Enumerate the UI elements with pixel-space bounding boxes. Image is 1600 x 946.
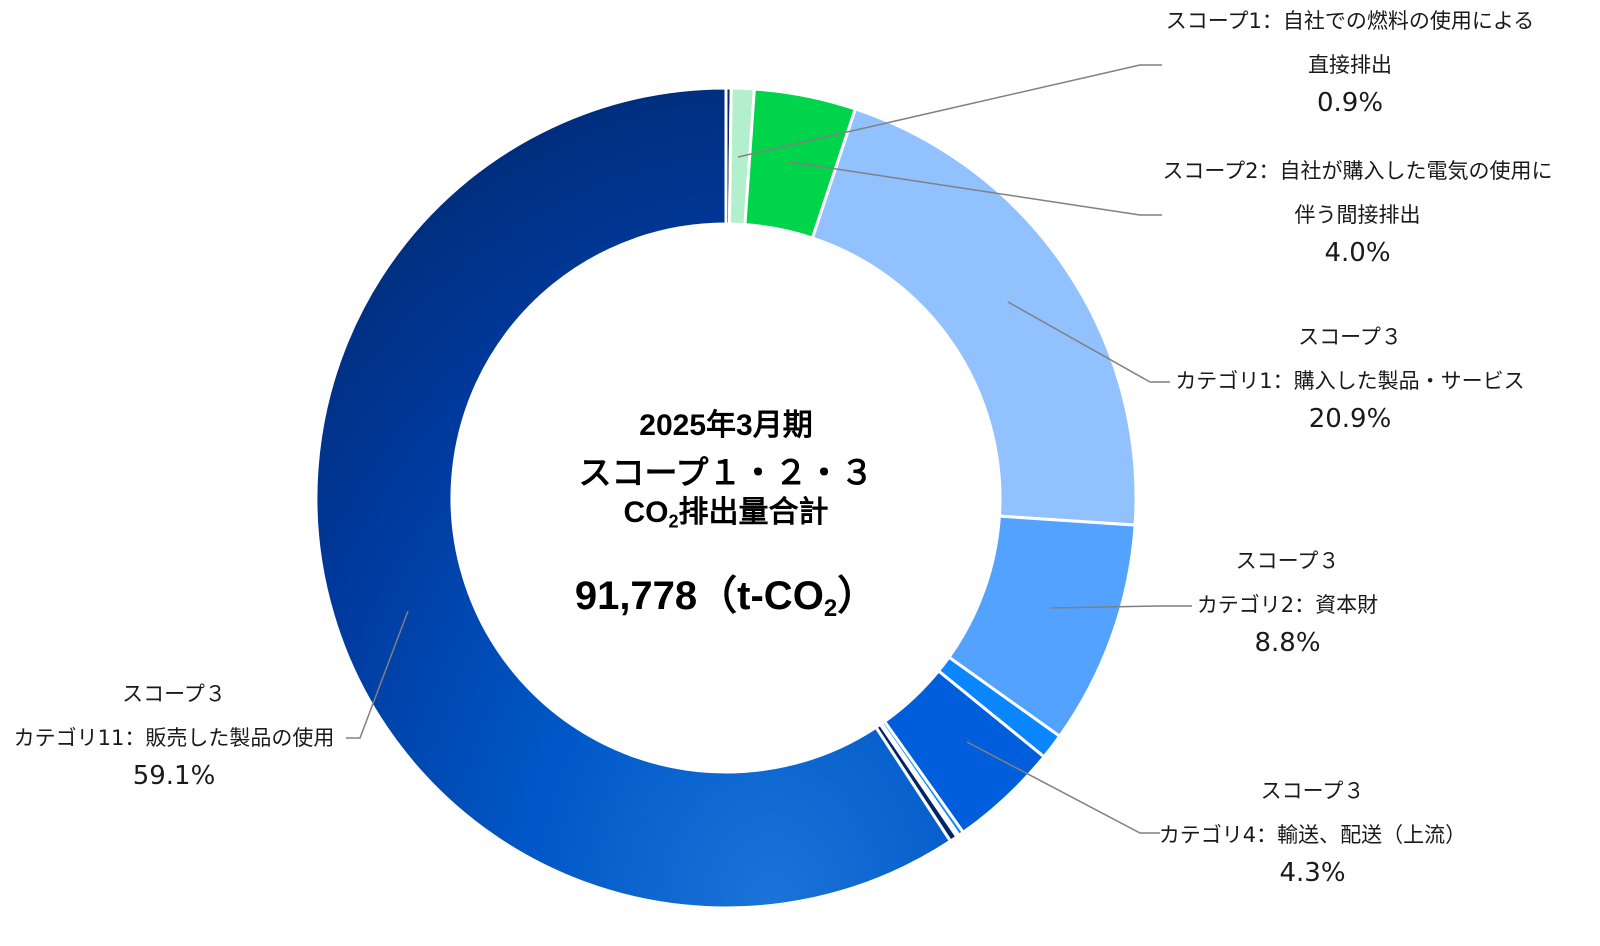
center-period: 2025年3月期 <box>639 409 813 442</box>
center-total: 91,778（t-CO2） <box>574 574 878 623</box>
slice-10 <box>314 86 953 910</box>
label-cat2: スコープ３ カテゴリ2：資本財 8.8% <box>1190 551 1385 658</box>
leader-line-cat1 <box>1007 301 1170 383</box>
leader-line-cat4 <box>966 741 1160 834</box>
leader-lines <box>346 64 1192 834</box>
leader-line-cat2 <box>1049 605 1192 609</box>
label-cat11: スコープ３ カテゴリ11：販売した製品の使用 59.1% <box>4 684 344 791</box>
leader-line-cat11 <box>346 610 409 739</box>
leader-line-scope1 <box>737 64 1162 158</box>
pct-scope1: 0.9% <box>1316 88 1384 118</box>
total-value: 91,778 <box>574 574 698 618</box>
pct-cat1: 20.9% <box>1308 404 1392 434</box>
pct-cat2: 8.8% <box>1254 628 1321 658</box>
label-scope1: スコープ1：自社での燃料の使用による 直接排出 0.9% <box>1155 11 1545 118</box>
label-cat4: スコープ３ カテゴリ4：輸送、配送（上流） 4.3% <box>1155 781 1470 888</box>
slice-3 <box>810 107 1138 527</box>
center-scope: スコープ１・２・３ <box>578 454 874 491</box>
center-co2-title: CO2排出量合計 <box>623 496 829 532</box>
label-cat1: スコープ３ カテゴリ1：購入した製品・サービス 20.9% <box>1165 327 1535 434</box>
pct-cat11: 59.1% <box>132 761 216 791</box>
pct-scope2: 4.0% <box>1324 238 1391 268</box>
pct-cat4: 4.3% <box>1279 858 1346 888</box>
label-scope2: スコープ2：自社が購入した電気の使用に 伴う間接排出 4.0% <box>1150 161 1565 268</box>
leader-line-scope2 <box>789 161 1162 216</box>
